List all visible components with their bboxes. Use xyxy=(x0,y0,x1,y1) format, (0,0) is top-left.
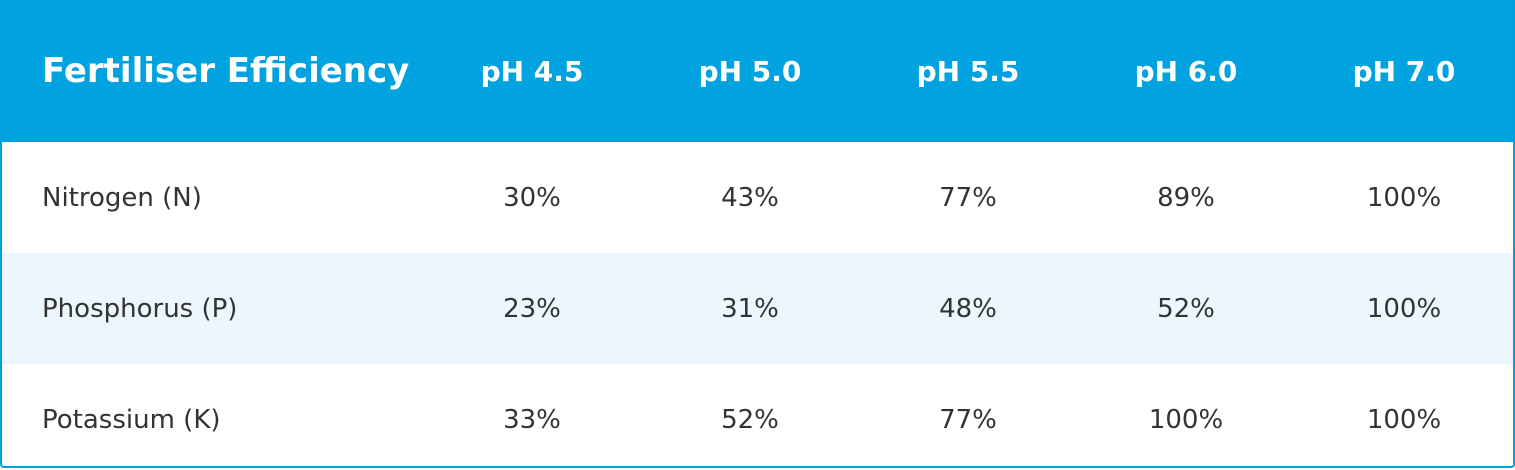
cell: 30% xyxy=(503,182,561,213)
header-cell: pH 6.0 xyxy=(1077,0,1295,142)
header-row: Fertiliser Efficiency pH 4.5 pH 5.0 pH 5.5 p… xyxy=(2,0,1513,142)
row-label: Potassium (K) xyxy=(42,404,221,435)
table-row: Nitrogen (N) 30% 43% 77% 89% 100% xyxy=(2,142,1513,253)
cell: 100% xyxy=(1148,404,1224,435)
cell: 100% xyxy=(1366,182,1442,213)
row-label: Phosphorus (P) xyxy=(2,253,423,364)
cell: 89% xyxy=(1157,182,1215,213)
cell: 23% xyxy=(423,253,641,364)
cell: 52% xyxy=(721,404,779,435)
cell: 100% xyxy=(1295,253,1513,364)
header-cell: pH 7.0 xyxy=(1295,0,1513,142)
table-row: Phosphorus (P) 23% 31% 48% 52% 100% xyxy=(2,253,1513,364)
cell: 77% xyxy=(939,404,997,435)
header-cell: Fertiliser Efficiency xyxy=(2,0,423,142)
header-cell: pH 5.0 xyxy=(641,0,859,142)
row-label: Nitrogen (N) xyxy=(42,182,202,213)
header-cell: pH 4.5 xyxy=(423,0,641,142)
cell: 33% xyxy=(503,404,561,435)
cell: 52% xyxy=(1077,253,1295,364)
table-row: Potassium (K) 33% 52% 77% 100% 100% xyxy=(2,364,1513,466)
cell: 100% xyxy=(1366,404,1442,435)
cell: 31% xyxy=(641,253,859,364)
table-body: Nitrogen (N) 30% 43% 77% 89% 100% Phosphorus (… xyxy=(2,142,1513,466)
cell: 77% xyxy=(939,182,997,213)
header-cell: pH 5.5 xyxy=(859,0,1077,142)
cell: 48% xyxy=(859,253,1077,364)
cell: 43% xyxy=(721,182,779,213)
